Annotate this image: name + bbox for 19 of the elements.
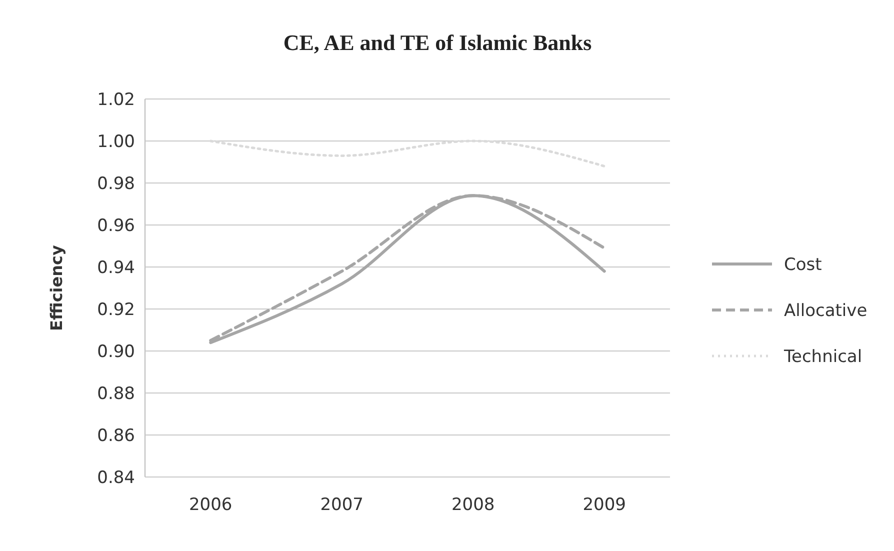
y-tick-label: 0.98 <box>97 174 135 194</box>
x-tick-label: 2009 <box>582 495 626 515</box>
y-tick-label: 0.96 <box>97 216 135 236</box>
legend-label: Allocative <box>784 300 868 321</box>
legend-label: Cost <box>784 254 822 275</box>
y-tick-label: 0.92 <box>97 300 135 320</box>
y-axis-title: Efficiency <box>47 244 66 331</box>
y-tick-label: 1.00 <box>97 132 135 152</box>
chart-title: CE, AE and TE of Islamic Banks <box>283 30 592 55</box>
y-tick-label: 0.88 <box>97 384 135 404</box>
x-tick-label: 2006 <box>188 495 232 515</box>
y-tick-label: 0.84 <box>97 468 135 488</box>
y-tick-label: 0.90 <box>97 342 135 362</box>
y-tick-label: 1.02 <box>97 90 135 110</box>
x-tick-label: 2008 <box>451 495 495 515</box>
x-tick-label: 2007 <box>320 495 364 515</box>
y-tick-label: 0.86 <box>97 426 135 446</box>
legend-label: Technical <box>783 346 862 367</box>
y-tick-label: 0.94 <box>97 258 135 278</box>
